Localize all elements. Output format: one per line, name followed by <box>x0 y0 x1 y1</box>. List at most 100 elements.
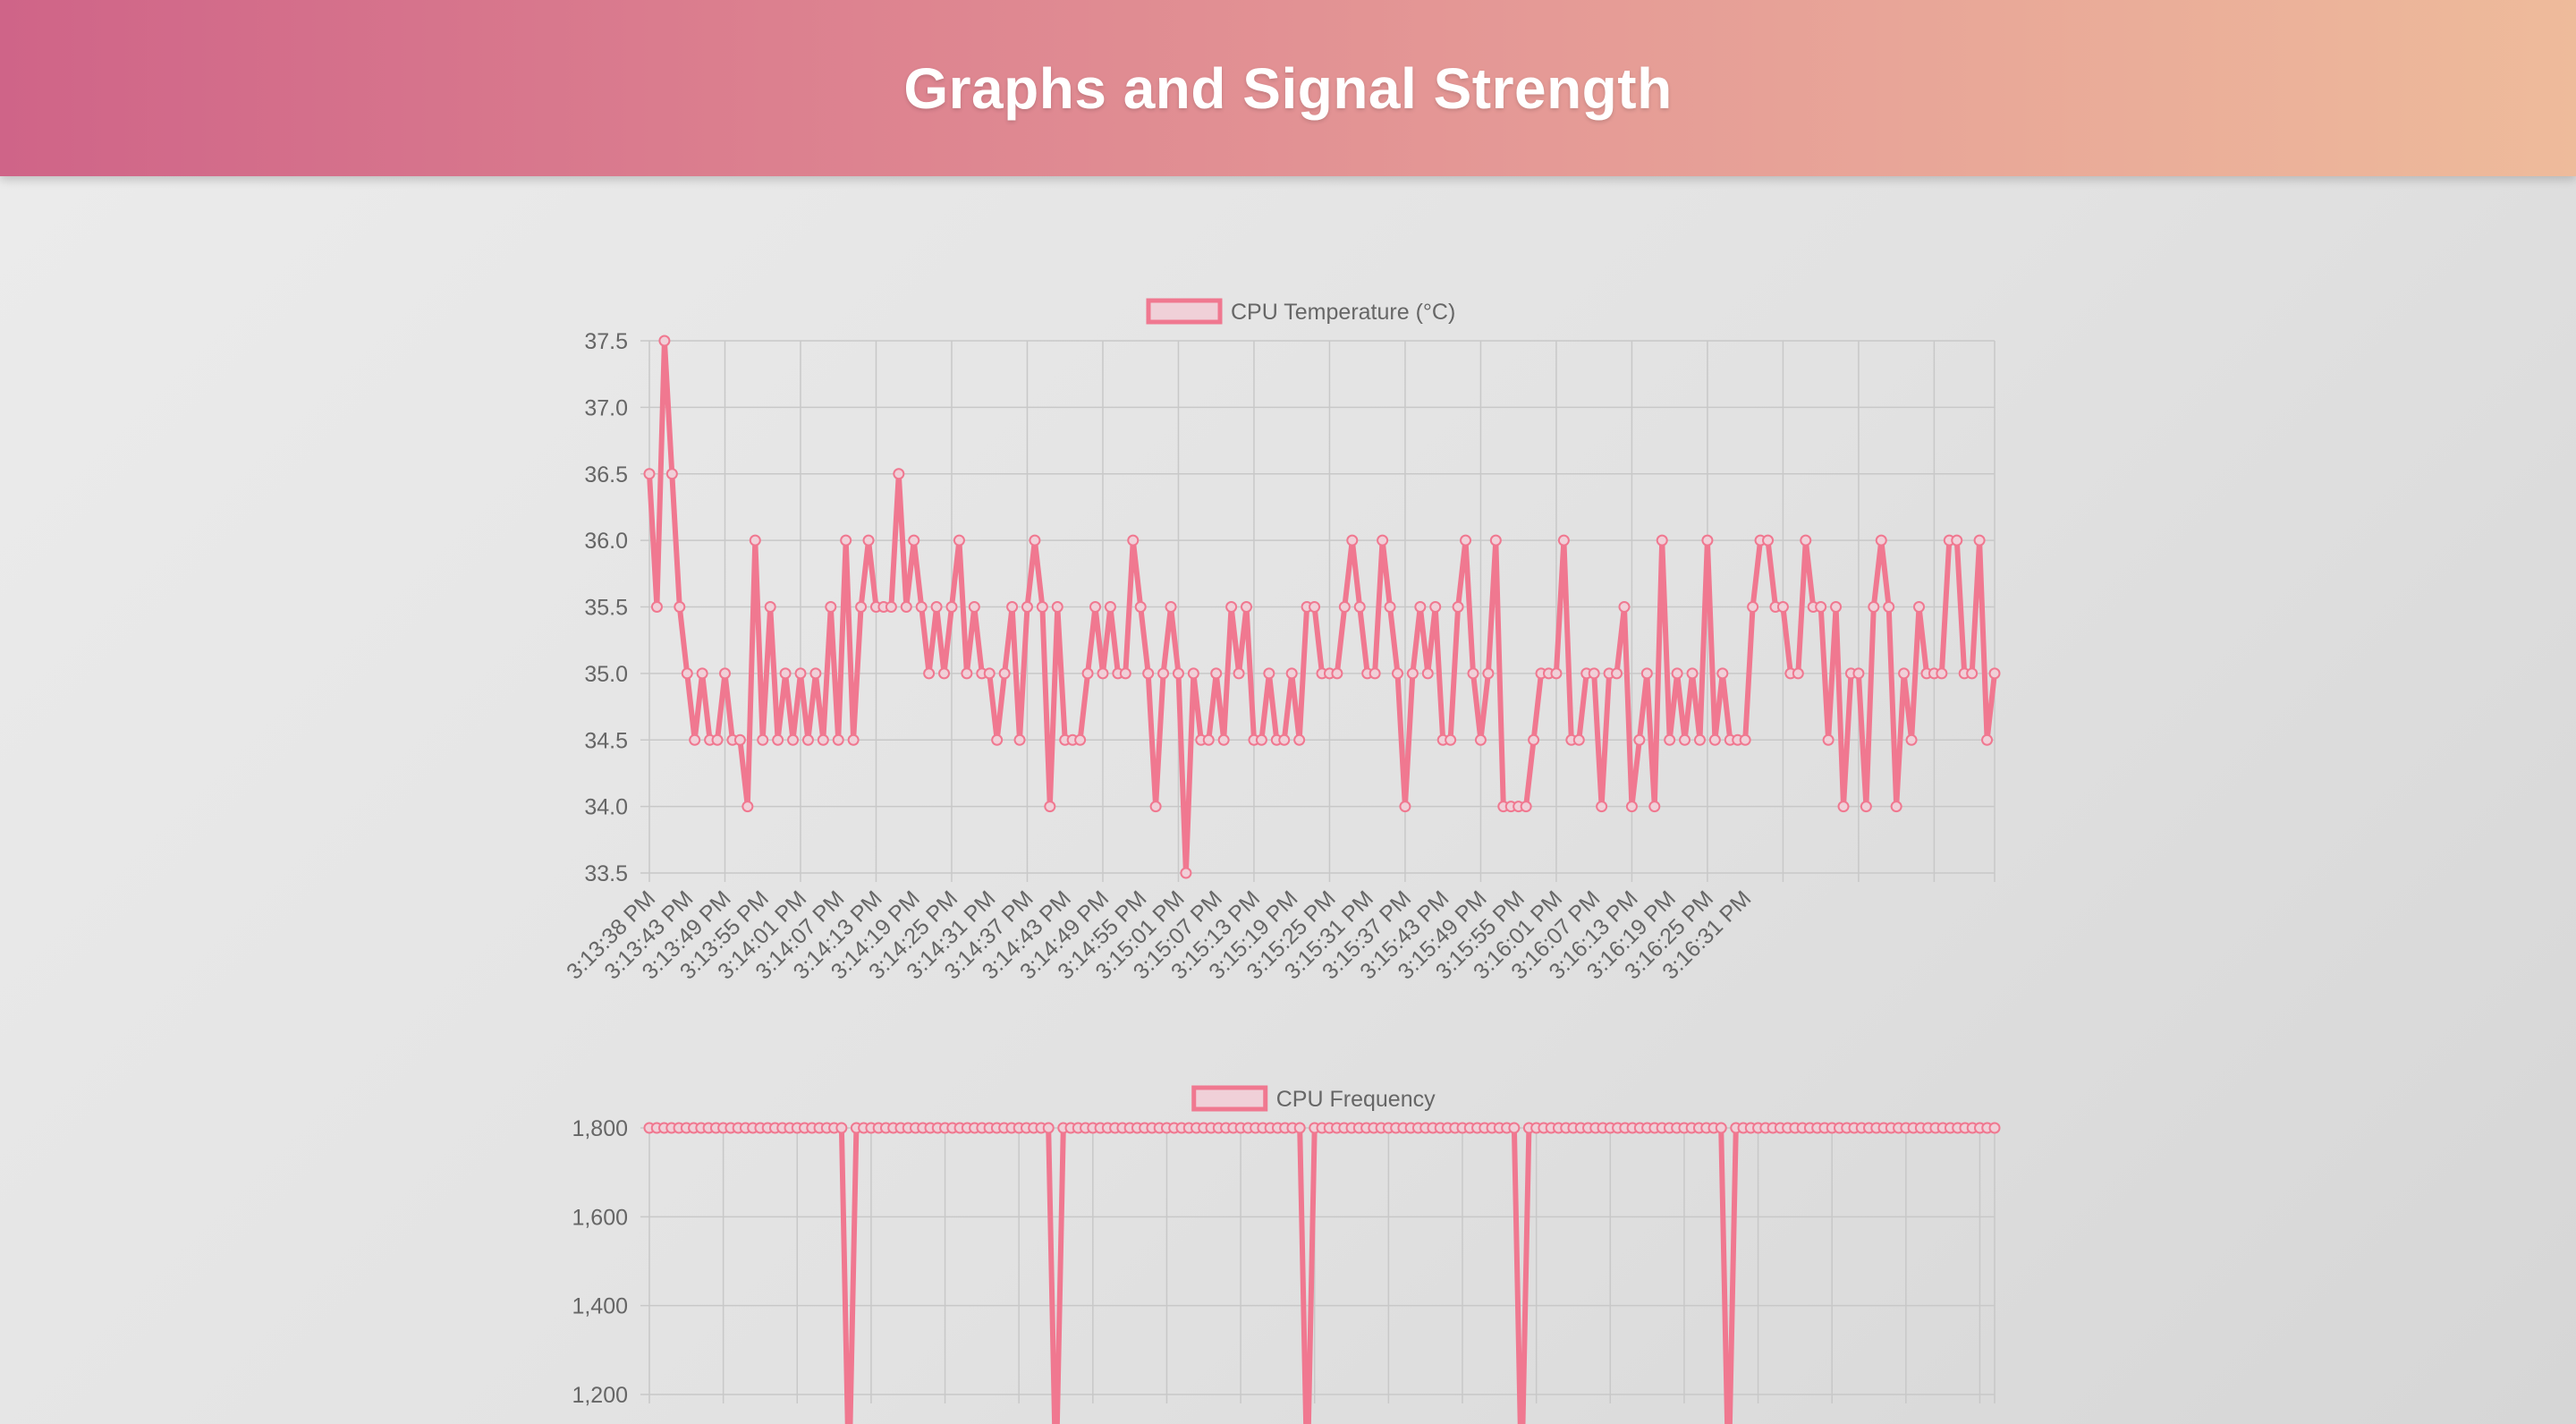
y-tick-label: 37.0 <box>584 395 628 420</box>
cpu-temperature-chart: CPU Temperature (°C) 37.5 37.0 36.5 36.0 35.5… <box>562 298 2001 985</box>
data-point <box>1391 667 1403 680</box>
data-point <box>787 733 800 746</box>
data-point <box>1792 667 1804 680</box>
data-point <box>1815 601 1827 613</box>
data-point <box>1913 601 1926 613</box>
data-point <box>1293 1122 1306 1134</box>
data-point <box>1618 601 1631 613</box>
y-tick-label: 36.5 <box>584 462 628 487</box>
data-point <box>1127 534 1140 547</box>
data-point <box>733 733 746 746</box>
data-point <box>900 601 912 613</box>
data-point <box>1981 733 1994 746</box>
data-point <box>1973 534 1986 547</box>
data-point <box>1520 801 1532 813</box>
data-point <box>1679 733 1691 746</box>
data-point <box>1263 667 1275 680</box>
data-point <box>1550 667 1563 680</box>
series-line <box>649 1125 1995 1424</box>
data-point <box>1905 733 1918 746</box>
data-point <box>1104 601 1116 613</box>
data-point <box>923 667 936 680</box>
data-point <box>1187 667 1199 680</box>
data-point <box>1157 667 1170 680</box>
data-point <box>1528 733 1540 746</box>
data-point <box>1278 733 1291 746</box>
data-point <box>915 601 928 613</box>
y-tick-label: 34.0 <box>584 795 628 820</box>
y-tick-label: 1,400 <box>572 1294 628 1319</box>
data-point <box>1596 801 1608 813</box>
data-point <box>1241 601 1253 613</box>
y-tick-label: 1,600 <box>572 1205 628 1230</box>
data-point <box>643 468 656 480</box>
y-tick-label: 35.5 <box>584 596 628 621</box>
y-tick-label: 37.5 <box>584 329 628 354</box>
series-points <box>643 335 2001 879</box>
data-point <box>711 733 724 746</box>
data-point <box>1338 601 1351 613</box>
data-point <box>862 534 875 547</box>
data-point <box>764 601 776 613</box>
data-point <box>817 733 829 746</box>
data-point <box>1951 534 1963 547</box>
data-point <box>1830 601 1843 613</box>
data-point <box>1331 667 1343 680</box>
data-point <box>1414 601 1427 613</box>
data-point <box>1482 667 1495 680</box>
data-point <box>1134 601 1147 613</box>
data-point <box>681 667 693 680</box>
data-point <box>1747 601 1759 613</box>
data-point <box>1868 601 1880 613</box>
data-point <box>1716 667 1729 680</box>
data-point <box>1936 667 1948 680</box>
data-point <box>1557 534 1570 547</box>
data-point <box>1210 667 1223 680</box>
data-point <box>1890 801 1902 813</box>
data-point <box>1233 667 1245 680</box>
data-point <box>968 601 980 613</box>
data-point <box>1165 601 1177 613</box>
data-point <box>1042 1122 1055 1134</box>
data-point <box>832 733 844 746</box>
data-point <box>893 468 905 480</box>
data-point <box>1255 733 1267 746</box>
data-point <box>1671 667 1683 680</box>
data-point <box>1656 534 1668 547</box>
y-tick-label: 33.5 <box>584 861 628 886</box>
y-tick-label: 1,800 <box>572 1116 628 1141</box>
data-point <box>1006 601 1019 613</box>
y-tick-label: 1,200 <box>572 1383 628 1408</box>
data-point <box>1309 601 1321 613</box>
data-point <box>1074 733 1087 746</box>
data-point <box>674 601 686 613</box>
data-point <box>998 667 1011 680</box>
data-point <box>983 667 996 680</box>
data-point <box>938 667 951 680</box>
data-point <box>794 667 807 680</box>
legend-swatch <box>1146 298 1223 325</box>
data-point <box>1399 801 1411 813</box>
data-point <box>1225 601 1238 613</box>
data-point <box>1988 1122 2001 1134</box>
data-point <box>1149 801 1162 813</box>
data-point <box>1180 867 1192 879</box>
data-point <box>1686 667 1699 680</box>
data-point <box>1346 534 1359 547</box>
data-point <box>1217 733 1230 746</box>
data-point <box>801 733 814 746</box>
data-point <box>885 601 897 613</box>
data-point <box>1701 534 1714 547</box>
y-tick-label: 36.0 <box>584 529 628 554</box>
data-point <box>1837 801 1850 813</box>
data-point <box>1036 601 1048 613</box>
data-point <box>1097 667 1109 680</box>
data-point <box>930 601 943 613</box>
data-point <box>1421 667 1434 680</box>
data-point <box>1883 601 1895 613</box>
data-point <box>1611 667 1623 680</box>
y-tick-label: 34.5 <box>584 728 628 753</box>
data-point <box>1588 667 1600 680</box>
data-point <box>650 601 663 613</box>
data-point <box>1474 733 1487 746</box>
